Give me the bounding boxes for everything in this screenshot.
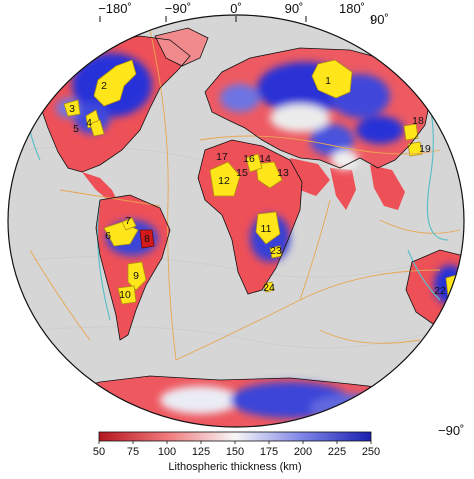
colorbar-tick-label: 125 [192,446,210,458]
plate-boundaries [29,29,461,361]
colorbar-tick-label: 100 [158,446,176,458]
region-label-13: 13 [277,167,289,179]
colorbar-tick-label: 200 [294,446,312,458]
craton-3 [63,99,81,117]
southeast-asia [370,165,405,210]
craton-8 [139,229,155,249]
lon-label-90: 90˚ [285,1,304,16]
colorbar-tick-label: 150 [226,446,244,458]
region-label-6: 6 [105,230,111,242]
cratons [63,59,463,305]
greenland [155,28,208,66]
craton-18 [403,123,419,141]
craton-7 [121,217,137,231]
lon-label-neg180: −180˚ [98,1,132,16]
craton-1 [311,59,353,99]
craton-10 [117,285,137,305]
central-america [82,172,118,202]
craton-5 [89,119,105,137]
longitude-ticks [99,16,373,22]
lon-label-0: 0˚ [230,1,242,16]
craton-13 [255,161,283,189]
region-label-5: 5 [73,123,79,135]
region-labels: 1 2 3 4 5 6 7 8 9 10 11 12 13 14 15 16 1… [69,75,446,301]
craton-14 [245,153,263,173]
region-label-19: 19 [419,143,431,155]
craton-9 [127,261,147,291]
region-label-23: 23 [270,245,282,257]
region-label-10: 10 [119,289,131,301]
colorbar-tick-label: 225 [328,446,346,458]
lat-label-north: 90˚ [370,12,389,27]
region-label-15: 15 [236,167,248,179]
craton-12 [209,161,241,197]
region-label-1: 1 [325,75,331,87]
craton-2 [93,59,137,107]
region-label-4: 4 [86,117,92,129]
region-label-12: 12 [218,175,230,187]
region-label-7: 7 [125,215,131,227]
colorbar-tick-label: 250 [362,446,380,458]
arabia [290,158,330,196]
region-label-17: 17 [216,151,228,163]
region-label-3: 3 [69,103,75,115]
craton-24 [263,281,275,293]
lat-label-south: −90˚ [438,423,464,438]
region-label-8: 8 [144,233,150,245]
region-label-9: 9 [133,270,139,282]
lon-label-neg90: −90˚ [165,1,191,16]
craton-19 [407,141,423,157]
region-label-18: 18 [412,115,424,127]
lon-label-180: 180˚ [339,1,365,16]
craton-22 [445,273,463,297]
region-label-14: 14 [259,153,271,165]
colorbar: 50 75 100 125 150 175 200 225 250 Lithospheric t… [93,431,380,473]
region-label-22: 22 [434,285,446,297]
colorbar-gradient [98,431,372,442]
colorbar-title: Lithospheric thickness (km) [168,461,301,473]
region-label-24: 24 [263,282,275,294]
india [330,168,356,210]
colorbar-tick-label: 50 [93,446,105,458]
craton-23 [269,245,283,259]
colorbar-ticks: 50 75 100 125 150 175 200 225 250 [93,441,380,458]
region-label-2: 2 [101,80,107,92]
globe-border [7,14,465,428]
colorbar-tick-label: 175 [260,446,278,458]
region-label-11: 11 [261,223,272,235]
colorbar-tick-label: 75 [127,446,139,458]
craton-11 [255,211,281,245]
region-label-16: 16 [243,153,255,165]
